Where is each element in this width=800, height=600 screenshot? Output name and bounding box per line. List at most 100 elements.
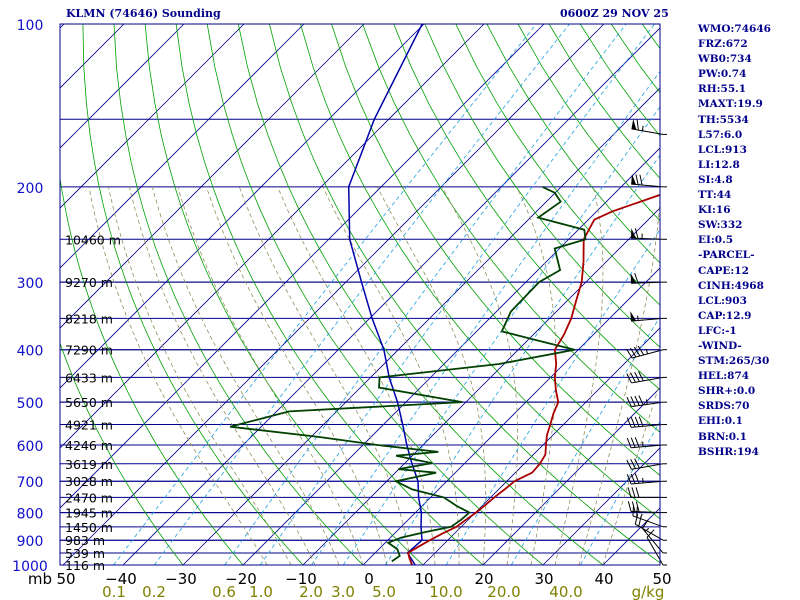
wind-barb-flag (626, 396, 632, 407)
wind-barb-flag (626, 348, 633, 359)
height-label: 7290 m (65, 343, 113, 358)
moist-adiabat-line (108, 186, 292, 565)
height-label: 6433 m (65, 370, 113, 385)
moist-adiabat-line (277, 186, 436, 565)
wind-barb-shaft (631, 183, 664, 188)
wind-barb-shaft (631, 237, 664, 240)
stat-cinh: CINH:4968 (698, 279, 764, 292)
wind-barb-pennant (631, 228, 637, 239)
isotherm-line (122, 27, 660, 565)
stat-rh: RH:55.1 (698, 83, 747, 96)
height-label: 5650 m (65, 395, 113, 410)
wind-barb (630, 311, 667, 322)
wind-barb-flag (636, 119, 639, 131)
dry-adiabat-line (362, 24, 660, 433)
isotherm-line (60, 24, 245, 209)
wind-barb-flag (630, 417, 636, 428)
wind-barb-flag (634, 372, 640, 382)
wind-barb-flag (634, 395, 640, 406)
mixing-ratio-tick-label: 40.0 (549, 583, 582, 600)
wind-barb-shaft (631, 424, 664, 428)
mixing-ratio-tick-label: 5.0 (372, 583, 396, 600)
wind-barb-flag (634, 416, 640, 427)
wind-barb-flag (631, 487, 636, 498)
height-label: 4246 m (65, 438, 113, 453)
wind-barb-flag (635, 487, 640, 498)
stat-tt: TT:44 (698, 189, 732, 202)
stat-th: TH:5534 (698, 113, 749, 126)
wind-barb-pennant (630, 311, 637, 322)
stat-li: LI:12.8 (698, 158, 740, 171)
dry-adiabat-line (455, 24, 660, 306)
temperature-tick-label: 50 (652, 570, 671, 588)
dry-adiabat-line (60, 342, 184, 565)
wind-barb-flag (638, 416, 644, 427)
moist-adiabat-line (602, 381, 660, 565)
wind-barb-flag (630, 396, 636, 407)
stat-parcel-lcl: LCL:903 (698, 294, 747, 307)
dry-adiabat-line (331, 24, 660, 476)
mixing-ratio-line (384, 154, 660, 565)
wind-barb-flag (635, 174, 639, 185)
stat-ki: KI:16 (698, 204, 731, 217)
wind-barb-flag (638, 515, 642, 527)
stat-cape: CAPE:12 (698, 264, 749, 277)
isotherm-line (482, 387, 660, 565)
mixing-ratio-line (259, 24, 655, 565)
stat-brn: BRN:0.1 (698, 430, 747, 443)
mixing-ratio-tick-label: 1.0 (249, 583, 273, 600)
wind-barb-flag (626, 474, 632, 485)
height-label: 1450 m (65, 520, 113, 535)
dry-adiabat-line (144, 24, 424, 565)
isotherm-line (60, 24, 425, 389)
isotherm-line (242, 147, 660, 565)
wind-barb-flag (630, 437, 636, 448)
moist-adiabat-line (206, 186, 388, 565)
wind-barb-flag (626, 373, 632, 384)
height-label: 9270 m (65, 275, 113, 290)
wind-barb-shaft (632, 515, 664, 528)
wind-barb (631, 119, 667, 135)
wind-barb-shaft (631, 480, 664, 485)
wind-barb-flag (630, 372, 636, 383)
moist-adiabat-line (578, 188, 660, 565)
wind-barb (626, 395, 667, 408)
wind-barb-flag (626, 437, 632, 448)
wind-barb-shaft (631, 281, 664, 284)
wind-barb-shaft (631, 463, 664, 470)
dry-adiabat-line (113, 24, 364, 565)
wind-barb-flag (626, 417, 632, 428)
stat-l57: L57:6.0 (698, 128, 743, 141)
wind-barb-flag (630, 347, 637, 358)
wind-barb-flag (630, 473, 636, 484)
wind-barb-flag (634, 437, 640, 448)
pressure-tick-label: 600 (17, 439, 44, 455)
stat-pw: PW:0.74 (698, 68, 747, 81)
height-label: 539 m (65, 546, 105, 561)
isotherm-line (60, 24, 485, 449)
dry-adiabat-line (393, 24, 660, 391)
height-label: 3028 m (65, 474, 113, 489)
moist-adiabat-line (322, 186, 460, 565)
moist-adiabat-line (376, 186, 487, 565)
mixing-ratio-tick-label: 10.0 (429, 583, 462, 600)
wind-barb-shaft (635, 523, 664, 541)
temperature-tick-label: mb (28, 570, 52, 588)
pressure-tick-label: 300 (17, 276, 44, 292)
temperature-tick-label: −30 (165, 570, 197, 588)
moist-adiabat-line (554, 186, 604, 565)
mixing-ratio-line (153, 24, 570, 565)
temperature-tick-label: 30 (534, 570, 553, 588)
dry-adiabat-line (206, 24, 544, 565)
wind-barb-shaft (631, 444, 664, 449)
temperature-tick-label: −10 (285, 570, 317, 588)
mixing-ratio-line (342, 106, 660, 565)
isotherm-line (302, 207, 660, 565)
stat-sw: SW:332 (698, 219, 743, 232)
pressure-tick-label: 700 (17, 475, 44, 491)
dry-adiabat-line (175, 24, 484, 565)
wind-barb-half-flag (645, 399, 648, 405)
temperature-line (407, 193, 660, 565)
dry-adiabat-line (237, 24, 604, 565)
